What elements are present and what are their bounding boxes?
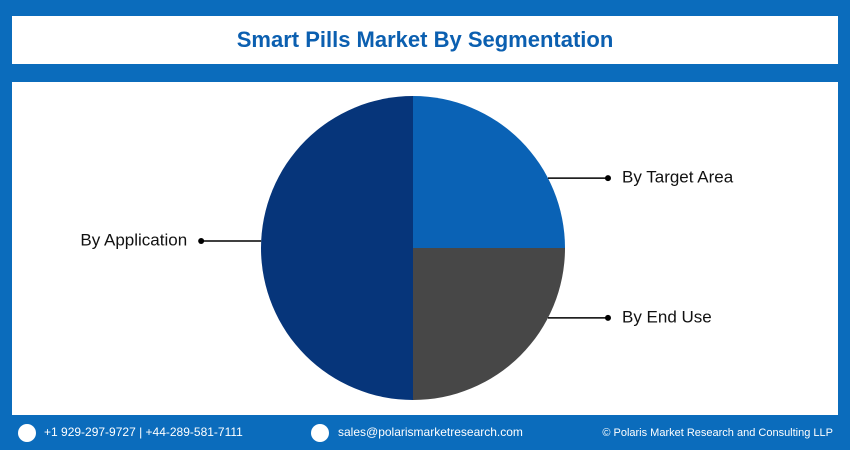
footer-copyright: © Polaris Market Research and Consulting…	[602, 427, 833, 439]
pie-slice	[413, 96, 565, 248]
footer: +1 929-297-9727 | +44-289-581-7111 sales…	[18, 424, 833, 442]
phone-icon	[18, 424, 36, 442]
pie-slice	[261, 96, 413, 400]
leader-dot	[604, 314, 611, 321]
footer-phone: +1 929-297-9727 | +44-289-581-7111	[44, 425, 243, 439]
leader-dot	[604, 175, 611, 182]
email-icon	[311, 424, 329, 442]
slice-label: By End Use	[622, 307, 712, 326]
slice-label: By Target Area	[622, 168, 734, 187]
footer-email: sales@polarismarketresearch.com	[338, 425, 523, 439]
title-box	[12, 16, 838, 64]
pie-slice	[413, 248, 565, 400]
chart-title: Smart Pills Market By Segmentation	[237, 27, 614, 52]
leader-dot	[198, 238, 205, 244]
slice-label: By Application	[80, 230, 187, 249]
